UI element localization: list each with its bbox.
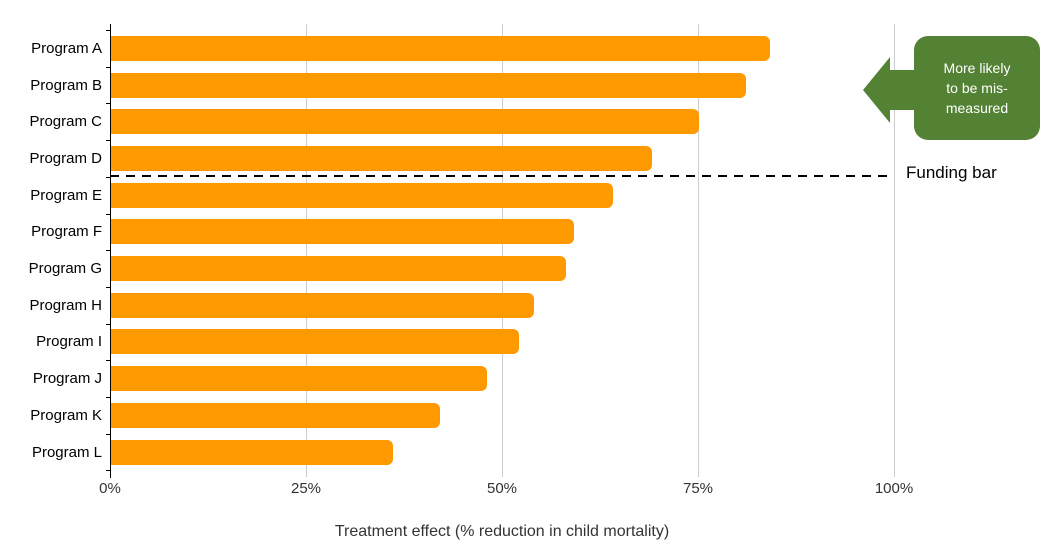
x-tick-label: 50% [486,480,518,497]
bar-program-l[interactable] [111,439,394,465]
category-label-program-h: Program H [29,296,102,314]
y-axis-tick [106,140,111,142]
y-axis-tick [106,470,111,472]
gridline-25% [306,24,307,477]
y-axis-tick [106,213,111,215]
bar-program-k[interactable] [111,402,441,428]
y-axis-tick [106,176,111,178]
y-axis-tick [106,30,111,31]
callout-text-line: More likely [943,60,1011,76]
left-arrow-icon [863,57,925,123]
y-axis-tick [106,250,111,252]
category-label-program-b: Program B [30,76,102,94]
bar-program-c[interactable] [111,109,699,135]
category-label-program-j: Program J [32,370,102,388]
funding-bar-dashed-line [110,175,891,177]
x-tick-label: 0% [99,480,121,497]
x-tick-label: 75% [682,480,714,497]
funding-bar-label: Funding bar [906,163,997,182]
category-label-program-e: Program E [30,186,102,204]
category-label-program-k: Program K [30,406,102,424]
x-axis-title: Treatment effect (% reduction in child m… [334,523,670,540]
callout-text-line: measured [945,100,1009,116]
bar-program-h[interactable] [111,292,535,318]
category-label-program-a: Program A [31,39,102,57]
x-tick-label: 25% [290,480,322,497]
y-axis-tick [106,323,111,325]
category-label-program-d: Program D [29,149,102,167]
gridline-100% [894,24,895,477]
y-axis-tick [106,286,111,288]
category-label-program-g: Program G [28,260,102,278]
bar-program-f[interactable] [111,219,574,245]
category-label-program-l: Program L [31,443,102,461]
bar-program-e[interactable] [111,182,613,208]
category-label-program-f: Program F [31,223,102,241]
bar-program-j[interactable] [111,366,488,392]
category-label-program-i: Program I [36,333,102,351]
bar-program-i[interactable] [111,329,519,355]
y-axis-tick [106,103,111,105]
bar-program-d[interactable] [111,145,652,171]
gridline-75% [698,24,699,477]
mis-measured-callout: More likely to be mis-measured [914,36,1040,140]
y-axis-tick [106,397,111,398]
category-label-program-c: Program C [29,113,102,131]
y-axis-tick [106,360,111,362]
bar-program-g[interactable] [111,256,566,282]
x-tick-label: 100% [874,480,914,497]
y-axis-tick [106,433,111,435]
bar-program-a[interactable] [111,35,770,61]
y-axis-tick [106,66,111,68]
callout-text-line: to be mis- [946,80,1008,96]
gridline-50% [502,24,503,477]
bar-program-b[interactable] [111,72,747,98]
